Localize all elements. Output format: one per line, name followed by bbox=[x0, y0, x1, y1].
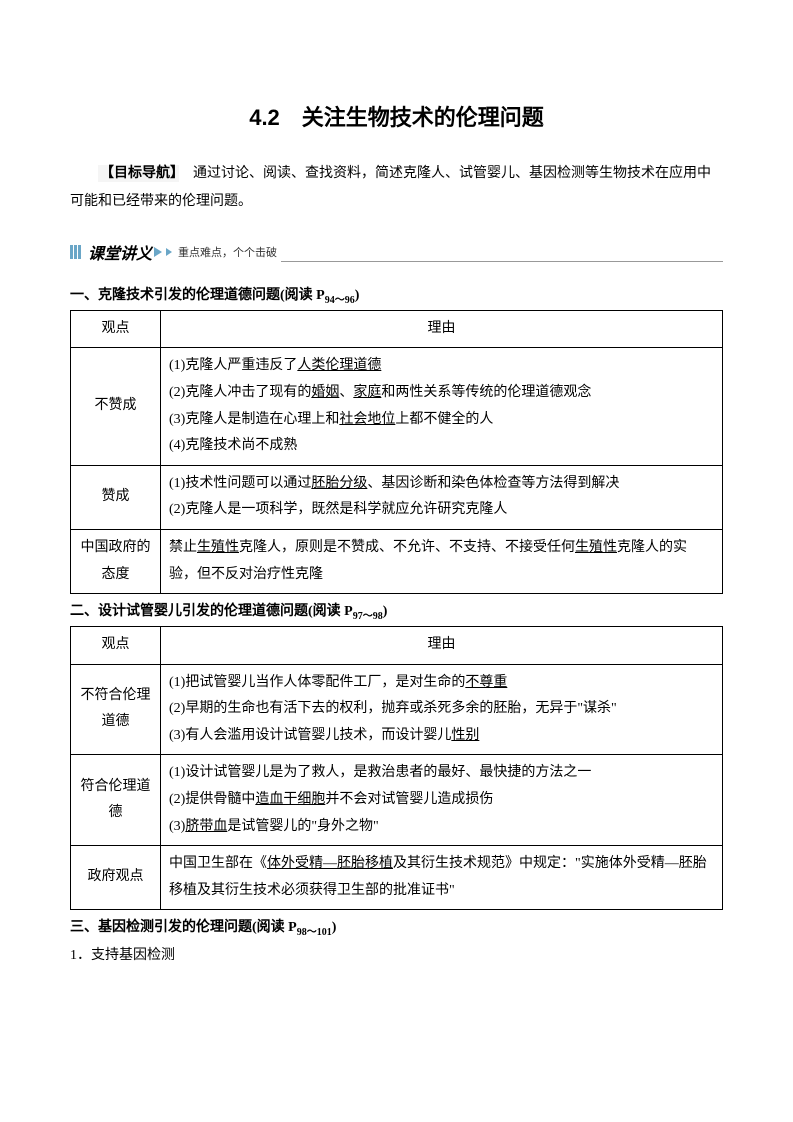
table-row: 符合伦理道德 (1)设计试管婴儿是为了救人，是救治患者的最好、最快捷的方法之一 … bbox=[71, 755, 723, 846]
reason-cell: 中国卫生部在《体外受精—胚胎移植及其衍生技术规范》中规定："实施体外受精—胚胎移… bbox=[161, 846, 723, 910]
table-row: 观点 理由 bbox=[71, 626, 723, 664]
table-row: 赞成 (1)技术性问题可以通过胚胎分级、基因诊断和染色体检查等方法得到解决 (2… bbox=[71, 465, 723, 529]
col-reason: 理由 bbox=[161, 626, 723, 664]
section3-heading: 三、基因检测引发的伦理问题(阅读 P98～101) bbox=[70, 916, 723, 938]
intro-label: 【目标导航】 bbox=[98, 165, 179, 182]
viewpoint-cell: 赞成 bbox=[71, 465, 161, 529]
section2-heading: 二、设计试管婴儿引发的伦理道德问题(阅读 P97～98) bbox=[70, 600, 723, 622]
arrow-icon bbox=[166, 248, 172, 256]
reason-cell: 禁止生殖性克隆人，原则是不赞成、不允许、不支持、不接受任何生殖性克隆人的实验，但… bbox=[161, 529, 723, 593]
banner-underline bbox=[281, 260, 723, 262]
intro-paragraph: 【目标导航】 通过讨论、阅读、查找资料，简述克隆人、试管婴儿、基因检测等生物技术… bbox=[70, 160, 723, 216]
lecture-banner: 课堂讲义 重点难点，个个击破 bbox=[70, 240, 723, 264]
page-title: 4.2 关注生物技术的伦理问题 bbox=[70, 100, 723, 132]
col-viewpoint: 观点 bbox=[71, 310, 161, 348]
viewpoint-cell: 不符合伦理道德 bbox=[71, 664, 161, 755]
col-viewpoint: 观点 bbox=[71, 626, 161, 664]
table-row: 政府观点 中国卫生部在《体外受精—胚胎移植及其衍生技术规范》中规定："实施体外受… bbox=[71, 846, 723, 910]
table-ivf: 观点 理由 不符合伦理道德 (1)把试管婴儿当作人体零配件工厂，是对生命的不尊重… bbox=[70, 626, 723, 910]
banner-title: 课堂讲义 bbox=[88, 240, 152, 264]
viewpoint-cell: 符合伦理道德 bbox=[71, 755, 161, 846]
table-cloning: 观点 理由 不赞成 (1)克隆人严重违反了人类伦理道德 (2)克隆人冲击了现有的… bbox=[70, 310, 723, 594]
reason-cell: (1)把试管婴儿当作人体零配件工厂，是对生命的不尊重 (2)早期的生命也有活下去… bbox=[161, 664, 723, 755]
reason-cell: (1)设计试管婴儿是为了救人，是救治患者的最好、最快捷的方法之一 (2)提供骨髓… bbox=[161, 755, 723, 846]
col-reason: 理由 bbox=[161, 310, 723, 348]
section3-line1: 1．支持基因检测 bbox=[70, 942, 723, 970]
table-row: 观点 理由 bbox=[71, 310, 723, 348]
viewpoint-cell: 中国政府的态度 bbox=[71, 529, 161, 593]
section1-heading: 一、克隆技术引发的伦理道德问题(阅读 P94～96) bbox=[70, 284, 723, 306]
reason-cell: (1)克隆人严重违反了人类伦理道德 (2)克隆人冲击了现有的婚姻、家庭和两性关系… bbox=[161, 348, 723, 465]
viewpoint-cell: 政府观点 bbox=[71, 846, 161, 910]
arrow-icon bbox=[154, 247, 162, 257]
table-row: 不符合伦理道德 (1)把试管婴儿当作人体零配件工厂，是对生命的不尊重 (2)早期… bbox=[71, 664, 723, 755]
banner-subtitle: 重点难点，个个击破 bbox=[178, 244, 277, 260]
page: 4.2 关注生物技术的伦理问题 【目标导航】 通过讨论、阅读、查找资料，简述克隆… bbox=[0, 0, 793, 1122]
viewpoint-cell: 不赞成 bbox=[71, 348, 161, 465]
table-row: 中国政府的态度 禁止生殖性克隆人，原则是不赞成、不允许、不支持、不接受任何生殖性… bbox=[71, 529, 723, 593]
table-row: 不赞成 (1)克隆人严重违反了人类伦理道德 (2)克隆人冲击了现有的婚姻、家庭和… bbox=[71, 348, 723, 465]
banner-stripes-icon bbox=[70, 245, 82, 259]
reason-cell: (1)技术性问题可以通过胚胎分级、基因诊断和染色体检查等方法得到解决 (2)克隆… bbox=[161, 465, 723, 529]
